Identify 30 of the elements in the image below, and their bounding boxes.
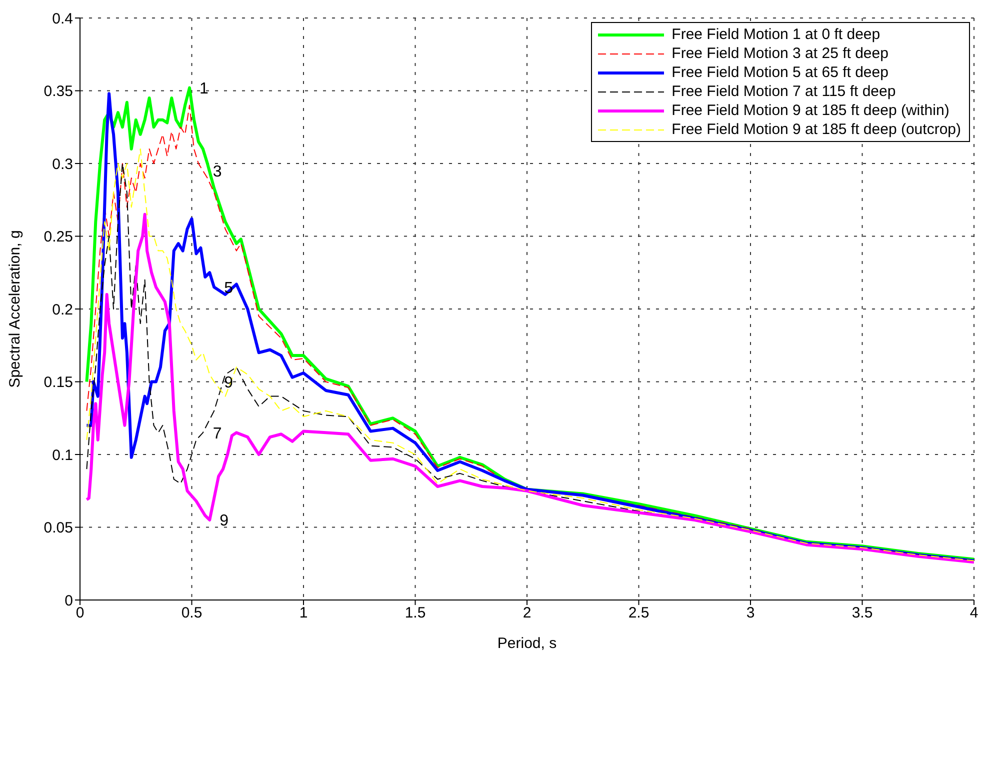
x-tick-label: 4 <box>970 604 978 622</box>
y-tick-label: 0.05 <box>44 520 73 537</box>
x-tick-label: 0 <box>76 604 84 622</box>
y-tick-label: 0 <box>64 592 73 610</box>
annotation: 7 <box>212 425 222 442</box>
legend-label: Free Field Motion 9 at 185 ft deep (within) <box>672 102 950 119</box>
x-tick-label: 2.5 <box>628 604 650 622</box>
legend-label: Free Field Motion 7 at 115 ft deep <box>672 83 896 100</box>
legend-label: Free Field Motion 3 at 25 ft deep <box>672 45 888 62</box>
annotation: 3 <box>212 163 222 180</box>
annotation: 9 <box>220 512 229 530</box>
x-tick-label: 0.5 <box>181 604 202 622</box>
legend-label: Free Field Motion 5 at 65 ft deep <box>672 64 888 81</box>
legend-label: Free Field Motion 1 at 0 ft deep <box>672 26 880 43</box>
y-tick-label: 0.2 <box>52 301 73 318</box>
x-tick-label: 1.5 <box>404 604 426 622</box>
y-tick-label: 0.3 <box>52 156 73 173</box>
legend-label: Free Field Motion 9 at 185 ft deep (outcrop) <box>672 121 961 138</box>
y-axis-title: Spectral Acceleration, g <box>6 230 24 388</box>
y-tick-label: 0.25 <box>44 228 73 246</box>
y-tick-label: 0.4 <box>52 10 73 28</box>
y-tick-label: 0.15 <box>44 374 73 392</box>
x-tick-label: 2 <box>522 604 532 622</box>
x-tick-label: 3 <box>746 604 755 622</box>
annotation: 1 <box>200 80 209 98</box>
y-tick-label: 0.1 <box>52 446 73 464</box>
x-tick-label: 3.5 <box>852 604 873 622</box>
x-axis-title: Period, s <box>497 635 557 652</box>
y-tick-label: 0.35 <box>44 83 73 100</box>
x-tick-label: 1 <box>299 604 308 622</box>
